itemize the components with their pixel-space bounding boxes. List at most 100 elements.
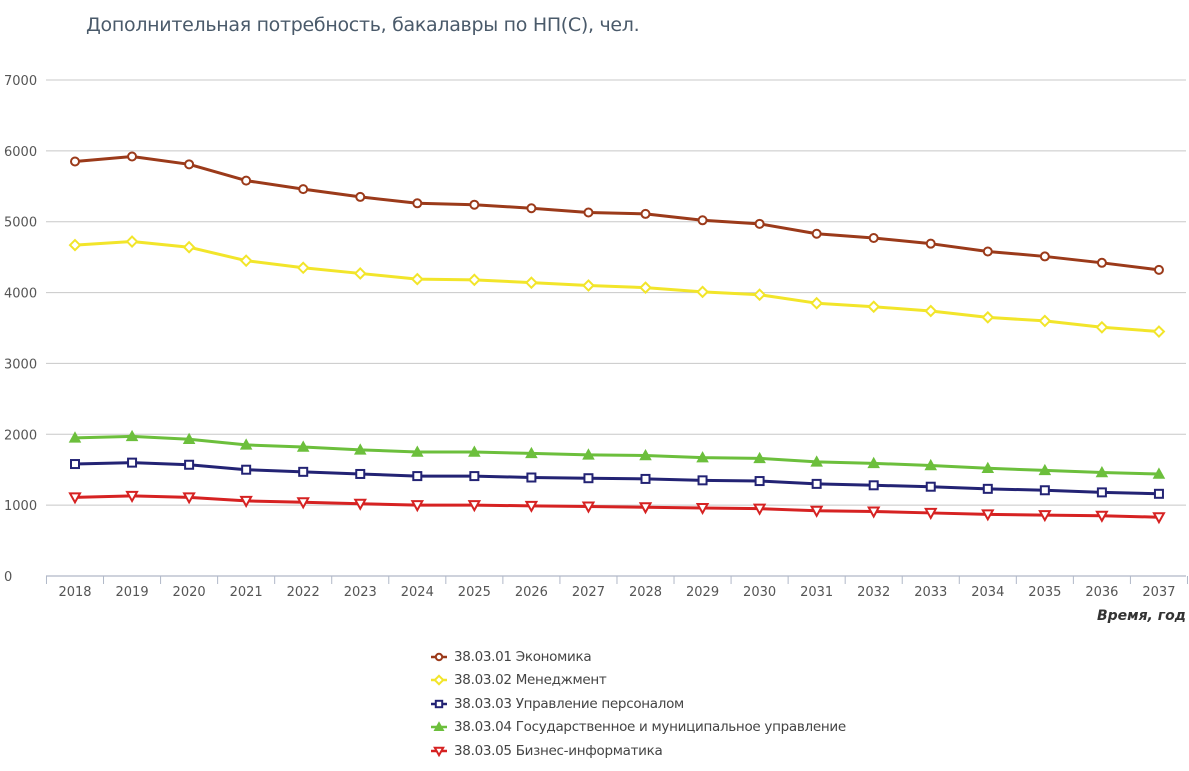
data-point [526, 472, 537, 483]
line-chart: 0 1000 2000 3000 4000 5000 6000 7000 2018 2019 202… [4, 74, 1188, 624]
data-point [1153, 488, 1164, 499]
x-tick-label: 2037 [1142, 585, 1175, 600]
data-point [753, 288, 767, 302]
x-tick-label: 2026 [515, 585, 548, 600]
data-point [1096, 487, 1107, 498]
data-point [696, 451, 709, 463]
data-point [469, 471, 480, 482]
y-tick-label: 6000 [4, 145, 37, 160]
data-point [752, 503, 767, 516]
data-point [582, 448, 595, 460]
data-point [410, 500, 424, 513]
series-2 [68, 235, 1166, 338]
data-point [127, 151, 138, 162]
data-point [695, 502, 710, 516]
legend-swatch-marker [433, 674, 445, 686]
data-point [525, 446, 538, 459]
data-point [355, 191, 366, 202]
legend-item[interactable]: 38.03.05 Бизнес-информатика [430, 739, 846, 763]
legend-swatch [431, 699, 447, 708]
data-point [68, 492, 82, 505]
data-point [697, 215, 708, 226]
data-point [924, 304, 938, 318]
x-tick-label: 2019 [116, 585, 149, 600]
legend-item[interactable]: 38.03.03 Управление персоналом [430, 692, 846, 716]
data-point [981, 509, 995, 522]
y-tick-label: 4000 [4, 287, 37, 302]
data-point [125, 429, 139, 442]
data-point [639, 281, 652, 295]
data-point [696, 285, 709, 299]
data-point [182, 492, 196, 505]
data-point [412, 198, 423, 209]
series-line [74, 461, 1159, 496]
data-point [241, 175, 252, 186]
series-line [74, 155, 1160, 272]
data-point [639, 448, 652, 461]
data-point [753, 451, 766, 464]
x-tick-label: 2018 [58, 585, 91, 600]
data-point [925, 238, 936, 249]
data-point [1152, 467, 1166, 479]
legend-label: 38.03.01 Экономика [454, 648, 592, 665]
series-1 [70, 151, 1164, 275]
series-line [74, 240, 1160, 334]
data-point [1039, 485, 1050, 496]
data-point [239, 495, 253, 508]
data-point [469, 199, 480, 210]
data-point [70, 459, 80, 470]
legend-swatch [431, 721, 447, 732]
data-point [182, 240, 196, 254]
data-point [412, 471, 423, 482]
data-point [353, 267, 367, 280]
y-tick-label: 2000 [4, 428, 37, 443]
data-point [867, 300, 881, 314]
data-point [1038, 510, 1052, 523]
legend-item[interactable]: 38.03.02 Менеджмент [430, 669, 846, 693]
data-point [125, 235, 139, 248]
legend-label: 38.03.03 Управление персоналом [454, 695, 684, 712]
data-point [467, 500, 482, 513]
legend-item[interactable]: 38.03.01 Экономика [430, 645, 846, 669]
x-tick-label: 2036 [1085, 585, 1118, 600]
x-tick-label: 2025 [458, 585, 491, 600]
data-point [640, 473, 651, 484]
x-tick-label: 2031 [800, 585, 833, 600]
series-line [74, 494, 1159, 519]
data-point [1039, 251, 1050, 262]
chart-title: Дополнительная потребность, бакалавры по… [86, 14, 640, 36]
data-point [296, 497, 310, 510]
legend-item[interactable]: 38.03.04 Государственное и муниципальное… [430, 716, 846, 740]
data-point [241, 464, 252, 475]
data-point [754, 218, 765, 229]
x-tick-label: 2022 [287, 585, 320, 600]
series-group [68, 151, 1166, 525]
data-point [1153, 264, 1164, 275]
y-tick-label: 5000 [4, 216, 37, 231]
data-point [982, 483, 993, 494]
series-4 [68, 429, 1166, 479]
data-point [184, 459, 195, 470]
legend-swatch-marker [433, 721, 445, 732]
data-point [127, 457, 138, 468]
data-point [925, 481, 936, 492]
data-point [811, 228, 822, 239]
x-tick-label: 2030 [743, 585, 776, 600]
data-point [239, 254, 253, 268]
data-point [1095, 320, 1109, 334]
legend-swatch-marker [433, 746, 445, 757]
y-tick-label: 7000 [4, 74, 37, 89]
data-point [981, 310, 995, 324]
data-point [298, 184, 309, 195]
data-point [467, 273, 481, 287]
data-point [811, 478, 822, 489]
data-point [868, 480, 879, 491]
data-point [68, 238, 82, 252]
legend-swatch-marker [434, 699, 444, 708]
data-point [924, 458, 938, 471]
y-tick-label: 3000 [4, 357, 37, 372]
chart-legend: 38.03.01 Экономика 38.03.02 Менеджмент 38.… [430, 645, 846, 763]
grid-lines [46, 79, 1186, 506]
data-point [810, 455, 823, 467]
x-tick-label: 2028 [629, 585, 662, 600]
